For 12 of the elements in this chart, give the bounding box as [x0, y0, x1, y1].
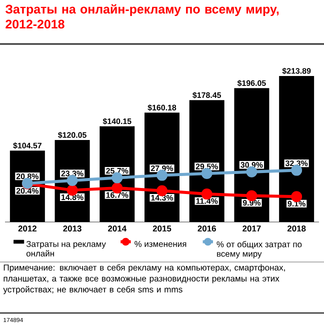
legend-label: % от общих затрат по всему миру — [216, 241, 302, 258]
x-tick-label: 2016 — [198, 226, 216, 232]
x-tick-label: 2014 — [108, 226, 127, 232]
legend-label: % изменения — [134, 241, 186, 247]
chart-title: Затраты на онлайн-рекламу по всему миру, 2012-2018 — [5, 4, 279, 29]
x-tick-label: 2012 — [18, 226, 37, 232]
x-tick-label: 2017 — [242, 226, 261, 232]
x-tick-label: 2013 — [63, 226, 82, 232]
legend-label: Затраты на рекламу онлайн — [26, 241, 106, 256]
x-tick-label: 2018 — [287, 226, 306, 232]
text: Примечание: включает в себя рекламу на компьютерах, смартфонах, планшетах, а также все возможные разновидности рекламы на этих устройствах; не включает в себя sms и mms — [3, 264, 285, 294]
x-tick-label: 2015 — [152, 226, 172, 232]
